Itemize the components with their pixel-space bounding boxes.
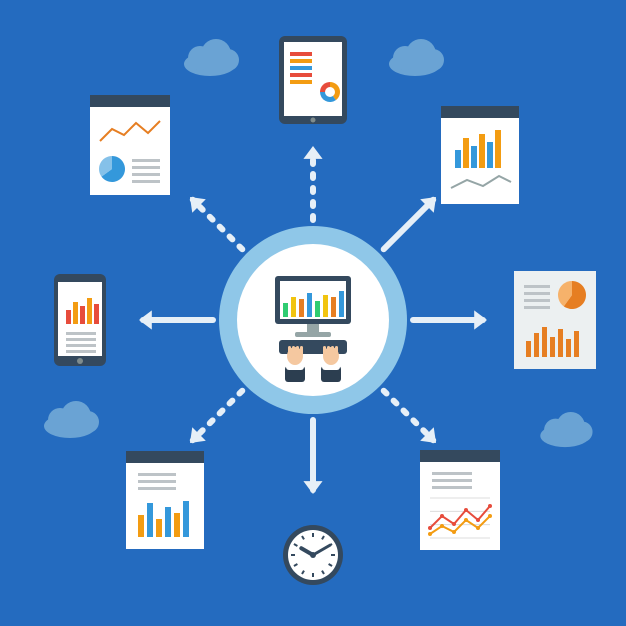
report-bottom-right	[420, 450, 500, 550]
report-top-left	[90, 95, 170, 195]
tablet-top	[279, 36, 347, 124]
center-hub	[219, 226, 407, 414]
report-top-right	[441, 106, 519, 204]
infographic-canvas	[0, 0, 626, 626]
hand-icon	[285, 346, 305, 382]
clock	[283, 525, 343, 585]
hand-icon	[321, 346, 341, 382]
phone-left	[54, 274, 106, 366]
report-bottom-left	[126, 451, 204, 549]
panel-right	[514, 271, 596, 369]
